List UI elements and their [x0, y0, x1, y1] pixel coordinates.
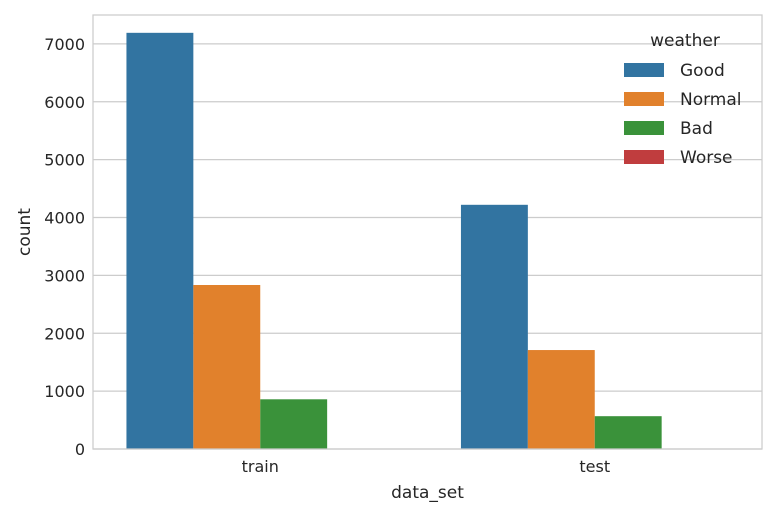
y-tick-label: 7000: [44, 35, 85, 54]
plot-frame: [92, 14, 763, 450]
x-tick-labels: train test: [242, 457, 610, 476]
bar-bad-test: [594, 416, 662, 449]
x-tick-label: train: [242, 457, 279, 476]
legend-swatch-normal: [624, 92, 664, 106]
legend-title: weather: [650, 31, 720, 51]
y-tick-label: 1000: [44, 382, 85, 401]
bar-bad-train: [260, 399, 328, 449]
bar-normal-train: [193, 285, 261, 449]
legend-swatch-worse: [624, 150, 664, 164]
bars: [126, 32, 662, 449]
legend-label-bad: Bad: [680, 119, 713, 139]
legend-label-worse: Worse: [680, 148, 733, 168]
y-tick-label: 5000: [44, 151, 85, 170]
legend-label-good: Good: [680, 61, 725, 81]
legend-swatch-bad: [624, 121, 664, 135]
bar-normal-test: [527, 350, 595, 449]
bar-good-train: [126, 32, 194, 449]
bar-good-test: [460, 204, 528, 449]
legend: weather Good Normal Bad Worse: [624, 31, 742, 168]
y-tick-labels: 0 1000 2000 3000 4000 5000 6000 7000: [44, 35, 85, 459]
x-axis-label: data_set: [391, 483, 464, 503]
y-tick-label: 2000: [44, 324, 85, 343]
y-tick-label: 0: [75, 440, 85, 459]
legend-label-normal: Normal: [680, 90, 742, 110]
y-tick-label: 4000: [44, 209, 85, 228]
y-tick-label: 6000: [44, 93, 85, 112]
y-axis-label: count: [15, 208, 35, 256]
y-tick-label: 3000: [44, 266, 85, 285]
x-tick-label: test: [579, 457, 610, 476]
legend-swatch-good: [624, 63, 664, 77]
